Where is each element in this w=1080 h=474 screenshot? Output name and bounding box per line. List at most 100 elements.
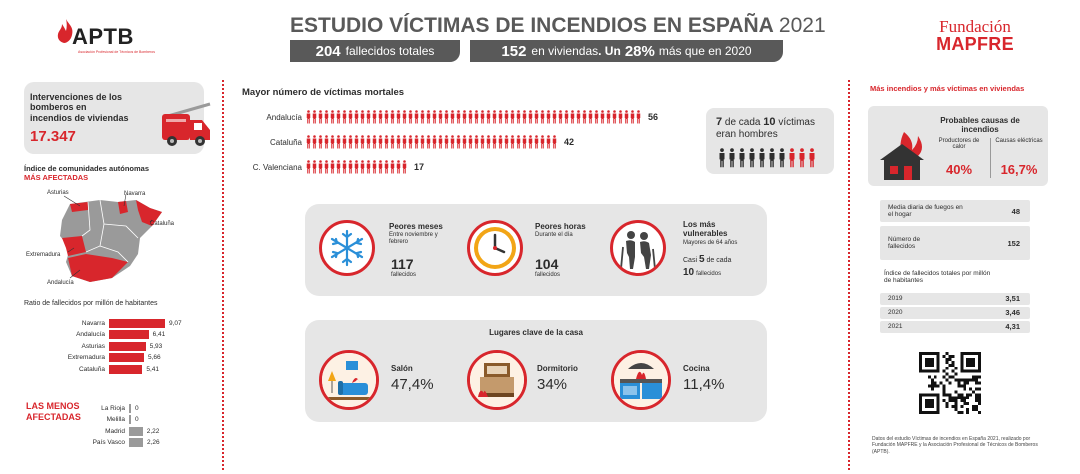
man-icon bbox=[738, 148, 746, 173]
person-icon bbox=[408, 110, 413, 124]
person-icon bbox=[606, 110, 611, 124]
person-icon bbox=[546, 110, 551, 124]
person-icon bbox=[348, 160, 353, 174]
person-icon bbox=[342, 160, 347, 174]
person-icon bbox=[354, 160, 359, 174]
months-circle bbox=[319, 220, 375, 276]
deaths-count-label: Número de fallecidos bbox=[888, 236, 921, 251]
person-icon bbox=[324, 160, 329, 174]
person-icon bbox=[516, 110, 521, 124]
least-bar bbox=[129, 426, 143, 436]
fire-truck-icon bbox=[162, 102, 211, 146]
person-icon bbox=[312, 160, 317, 174]
person-icon bbox=[444, 135, 449, 149]
kitchen-fire-icon bbox=[614, 353, 668, 407]
ratio-heading: Ratio de fallecidos por millón de habita… bbox=[24, 300, 158, 307]
aptb-logo-text: APTB bbox=[72, 24, 134, 49]
ratio-row-label: Extremadura bbox=[67, 354, 105, 361]
deaths-total-label: fallecidos totales bbox=[345, 44, 435, 58]
person-icon bbox=[396, 160, 401, 174]
vulnerable-ratio: Casi 5 de cada 10 fallecidos bbox=[683, 254, 732, 278]
ratio-bar bbox=[109, 364, 143, 374]
causes-title: Probables causas de incendios bbox=[940, 116, 1020, 135]
place-3-name: Cocina bbox=[683, 364, 710, 373]
person-icon bbox=[558, 110, 563, 124]
living-room-circle bbox=[319, 350, 379, 410]
qr-code[interactable] bbox=[919, 352, 981, 414]
daily-fires-value: 48 bbox=[1011, 207, 1020, 216]
index-row: 2020 3,46 bbox=[880, 307, 1030, 319]
ratio-row-label: Cataluña bbox=[78, 365, 105, 373]
person-icon bbox=[426, 135, 431, 149]
person-icon bbox=[474, 135, 479, 149]
person-icon bbox=[408, 135, 413, 149]
person-icon bbox=[438, 135, 443, 149]
man-icon bbox=[778, 148, 786, 173]
index-row: 2021 4,31 bbox=[880, 321, 1030, 333]
person-icon bbox=[450, 110, 455, 124]
person-icon bbox=[402, 135, 407, 149]
person-icon bbox=[468, 135, 473, 149]
least-row-value: 0 bbox=[135, 404, 139, 412]
hours-unit: fallecidos bbox=[535, 272, 561, 278]
victims-row-label: Andalucía bbox=[266, 113, 302, 122]
person-icon bbox=[450, 135, 455, 149]
person-icon bbox=[366, 160, 371, 174]
deaths-total-pill: 204 fallecidos totales bbox=[290, 40, 460, 62]
person-icon bbox=[306, 135, 311, 149]
victims-row-label: Cataluña bbox=[269, 138, 302, 147]
least-row: País Vasco 2,26 bbox=[44, 438, 160, 448]
map-label-andalucia: Andalucía bbox=[47, 280, 74, 286]
person-icon bbox=[462, 135, 467, 149]
man-icon bbox=[718, 148, 726, 173]
map-label-cataluna: Cataluña bbox=[150, 221, 175, 227]
person-icon bbox=[588, 110, 593, 124]
index-row-year: 2020 bbox=[888, 309, 903, 316]
person-icon bbox=[486, 110, 491, 124]
homes-pill: 152 en viviendas. Un 28% más que en 2020 bbox=[470, 40, 783, 62]
place-1-name: Salón bbox=[391, 364, 413, 373]
ratio-row: Cataluña 5,41 bbox=[24, 364, 159, 374]
person-icon bbox=[486, 135, 491, 149]
person-icon bbox=[390, 135, 395, 149]
woman-icon bbox=[788, 148, 796, 173]
mapfre-logo: Fundación MAPFRE bbox=[936, 17, 1014, 54]
least-row-value: 2,26 bbox=[146, 439, 160, 446]
index-row-year: 2019 bbox=[888, 295, 903, 302]
hours-title: Peores horas bbox=[535, 222, 586, 231]
person-icon bbox=[426, 110, 431, 124]
months-unit: fallecidos bbox=[391, 272, 417, 278]
person-icon bbox=[504, 135, 509, 149]
person-icon bbox=[306, 160, 311, 174]
least-bar bbox=[129, 415, 131, 424]
person-icon bbox=[612, 110, 617, 124]
interventions-box: Intervenciones de los bomberos en incend… bbox=[24, 82, 211, 154]
person-icon bbox=[372, 160, 377, 174]
person-icon bbox=[636, 110, 641, 124]
person-icon bbox=[624, 110, 629, 124]
person-icon bbox=[570, 110, 575, 124]
person-icon bbox=[420, 135, 425, 149]
ratio-row-value: 5,66 bbox=[147, 354, 161, 361]
man-icon bbox=[768, 148, 776, 173]
daily-fires-row: Media diaria de fuegos en el hogar 48 bbox=[880, 200, 1030, 222]
person-icon bbox=[360, 160, 365, 174]
person-icon bbox=[498, 110, 503, 124]
index-row: 2019 3,51 bbox=[880, 293, 1030, 305]
person-icon bbox=[378, 135, 383, 149]
least-row-label: País Vasco bbox=[92, 439, 125, 446]
person-icon bbox=[366, 110, 371, 124]
person-icon bbox=[576, 110, 581, 124]
ratio-row: Navarra 9,07 bbox=[24, 318, 182, 328]
person-icon bbox=[318, 110, 323, 124]
person-icon bbox=[420, 110, 425, 124]
ratio-row-value: 6,41 bbox=[152, 331, 166, 338]
person-icon bbox=[534, 110, 539, 124]
places-heading: Lugares clave de la casa bbox=[489, 328, 583, 337]
person-icon bbox=[456, 135, 461, 149]
person-icon bbox=[516, 135, 521, 149]
least-bar bbox=[129, 438, 143, 447]
person-icon bbox=[498, 135, 503, 149]
index-row-year: 2021 bbox=[888, 323, 903, 330]
person-icon bbox=[384, 135, 389, 149]
